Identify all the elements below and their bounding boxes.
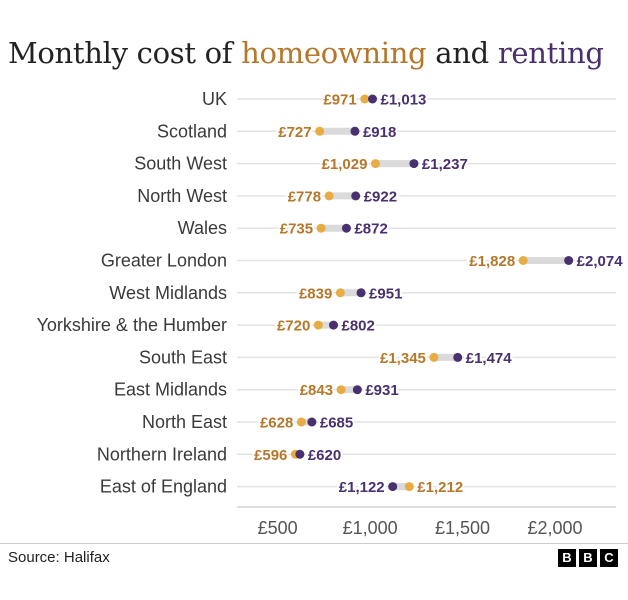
category-label: Scotland xyxy=(157,121,227,141)
renting-dot xyxy=(356,288,366,298)
homeowning-dot xyxy=(370,159,380,169)
homeowning-dot xyxy=(296,417,306,427)
homeowning-value-label: £839 xyxy=(299,285,332,302)
homeowning-dot xyxy=(360,94,370,104)
renting-value-label: £922 xyxy=(364,188,397,205)
category-label: South West xyxy=(134,154,227,174)
homeowning-value-label: £778 xyxy=(288,188,321,205)
homeowning-value-label: £1,345 xyxy=(380,350,426,367)
category-label: Northern Ireland xyxy=(97,444,227,464)
bbc-logo-letter: B xyxy=(579,549,597,567)
category-label: East of England xyxy=(100,477,227,497)
homeowning-value-label: £1,828 xyxy=(469,253,515,270)
homeowning-dot xyxy=(429,352,439,362)
category-label: Yorkshire & the Humber xyxy=(37,315,227,335)
dumbbell-chart: £500 £1,000 £1,500 £2,000 UK £971 £1,013 Scotla… xyxy=(37,89,626,538)
homeowning-value-label: £628 xyxy=(260,415,293,432)
category-label: West Midlands xyxy=(109,283,227,303)
homeowning-dot xyxy=(324,191,334,201)
homeowning-dot xyxy=(315,126,325,136)
renting-value-label: £931 xyxy=(365,382,398,399)
title-prefix: Monthly cost of xyxy=(8,36,242,70)
category-label: North East xyxy=(142,412,227,432)
category-label: Greater London xyxy=(101,251,227,271)
renting-value-label: £685 xyxy=(320,415,353,432)
renting-dot xyxy=(295,449,305,459)
footer-divider xyxy=(0,543,628,544)
category-label: East Midlands xyxy=(114,380,227,400)
homeowning-value-label: £843 xyxy=(300,382,333,399)
homeowning-value-label: £1,029 xyxy=(322,156,368,173)
renting-value-label: £1,474 xyxy=(466,350,513,367)
renting-value-label: £951 xyxy=(369,285,402,302)
x-tick-label: £1,500 xyxy=(435,518,490,538)
renting-value-label: £1,013 xyxy=(381,92,427,109)
homeowning-dot xyxy=(518,256,528,265)
renting-value-label: £802 xyxy=(342,318,375,335)
bbc-logo-letter: B xyxy=(558,549,576,567)
renting-dot xyxy=(350,126,360,136)
homeowning-value-label: £596 xyxy=(254,447,287,464)
homeowning-dot xyxy=(313,320,323,330)
renting-value-label: £872 xyxy=(354,221,387,238)
renting-dot xyxy=(564,256,574,265)
title-renting: renting xyxy=(497,36,604,70)
renting-dot xyxy=(352,385,362,395)
renting-dot xyxy=(351,191,361,201)
homeowning-value-label: £971 xyxy=(323,92,356,109)
renting-value-label: £620 xyxy=(308,447,341,464)
chart-title: Monthly cost of homeowning and renting xyxy=(8,36,604,70)
bbc-logo-letter: C xyxy=(600,549,618,567)
title-and: and xyxy=(426,36,498,70)
category-label: North West xyxy=(137,186,227,206)
renting-dot xyxy=(409,159,419,169)
renting-value-label: £918 xyxy=(363,124,396,141)
renting-dot xyxy=(307,417,317,427)
homeowning-dot xyxy=(335,288,345,298)
title-homeowning: homeowning xyxy=(241,36,427,70)
x-tick-label: £1,000 xyxy=(343,518,398,538)
homeowning-value-label: £727 xyxy=(278,124,311,141)
x-tick-label: £2,000 xyxy=(527,518,582,538)
renting-dot xyxy=(388,482,398,492)
x-tick-label: £500 xyxy=(258,518,298,538)
source-note: Source: Halifax xyxy=(8,549,110,566)
renting-dot xyxy=(453,352,463,362)
renting-value-label: £1,122 xyxy=(339,479,385,496)
homeowning-dot xyxy=(316,223,326,233)
homeowning-value-label: £720 xyxy=(277,318,310,335)
renting-dot xyxy=(341,223,351,233)
homeowning-dot xyxy=(336,385,346,395)
bbc-logo: B B C xyxy=(558,549,618,567)
category-label: South East xyxy=(139,347,227,367)
homeowning-value-label: £1,212 xyxy=(417,479,463,496)
renting-value-label: £1,237 xyxy=(422,156,468,173)
renting-value-label: £2,074 xyxy=(577,253,624,270)
renting-dot xyxy=(368,94,378,104)
category-label: UK xyxy=(202,89,227,109)
homeowning-dot xyxy=(404,482,414,492)
category-label: Wales xyxy=(178,218,227,238)
renting-dot xyxy=(329,320,339,330)
homeowning-value-label: £735 xyxy=(280,221,313,238)
